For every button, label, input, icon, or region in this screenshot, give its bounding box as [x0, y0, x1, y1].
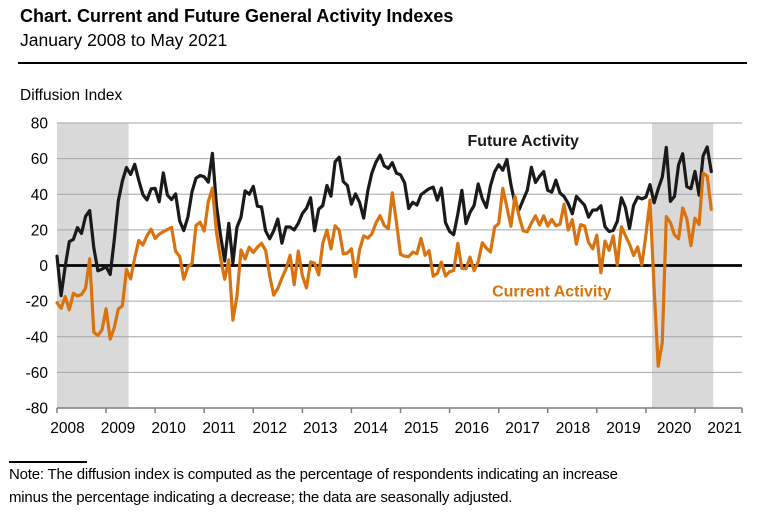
y-axis-tick-label: -20 — [26, 294, 49, 311]
y-axis-tick-label: 60 — [31, 151, 49, 168]
y-axis-tick-label: -80 — [26, 401, 49, 418]
page-title: Chart. Current and Future General Activi… — [20, 6, 454, 26]
x-axis-year-label: 2012 — [252, 420, 286, 437]
current-activity-label: Current Activity — [492, 283, 612, 300]
title-divider — [18, 62, 747, 64]
y-axis-tick-label: -40 — [26, 329, 49, 346]
y-axis-tick-label: 0 — [39, 258, 48, 275]
x-axis-year-label: 2013 — [303, 420, 337, 437]
note-divider — [9, 461, 87, 463]
x-axis-year-label: 2015 — [404, 420, 438, 437]
future-activity-label: Future Activity — [467, 133, 579, 150]
y-axis-tick-label: 80 — [31, 116, 49, 133]
x-axis-year-label: 2009 — [101, 420, 135, 437]
x-axis-year-label: 2017 — [505, 420, 539, 437]
note-text-line1: Note: The diffusion index is computed as… — [9, 466, 618, 483]
x-axis-year-label: 2010 — [151, 420, 186, 437]
page-subtitle: January 2008 to May 2021 — [20, 30, 228, 50]
x-axis-year-label: 2008 — [50, 420, 84, 437]
x-axis-year-label: 2016 — [455, 420, 489, 437]
current-activity-line — [55, 171, 713, 368]
x-axis-year-label: 2019 — [606, 420, 640, 437]
future-activity-line — [55, 145, 713, 298]
y-axis-title: Diffusion Index — [20, 87, 123, 104]
x-axis-year-label: 2021 — [707, 420, 741, 437]
x-axis-year-label: 2020 — [657, 420, 692, 437]
x-axis-year-label: 2011 — [202, 420, 235, 437]
y-axis-tick-label: -60 — [26, 365, 49, 382]
y-axis-tick-label: 20 — [31, 222, 49, 239]
y-axis-tick-label: 40 — [31, 187, 49, 204]
x-axis-year-label: 2014 — [354, 420, 389, 437]
x-axis-year-label: 2018 — [556, 420, 590, 437]
note-text-line2: minus the percentage indicating a decrea… — [9, 489, 513, 506]
